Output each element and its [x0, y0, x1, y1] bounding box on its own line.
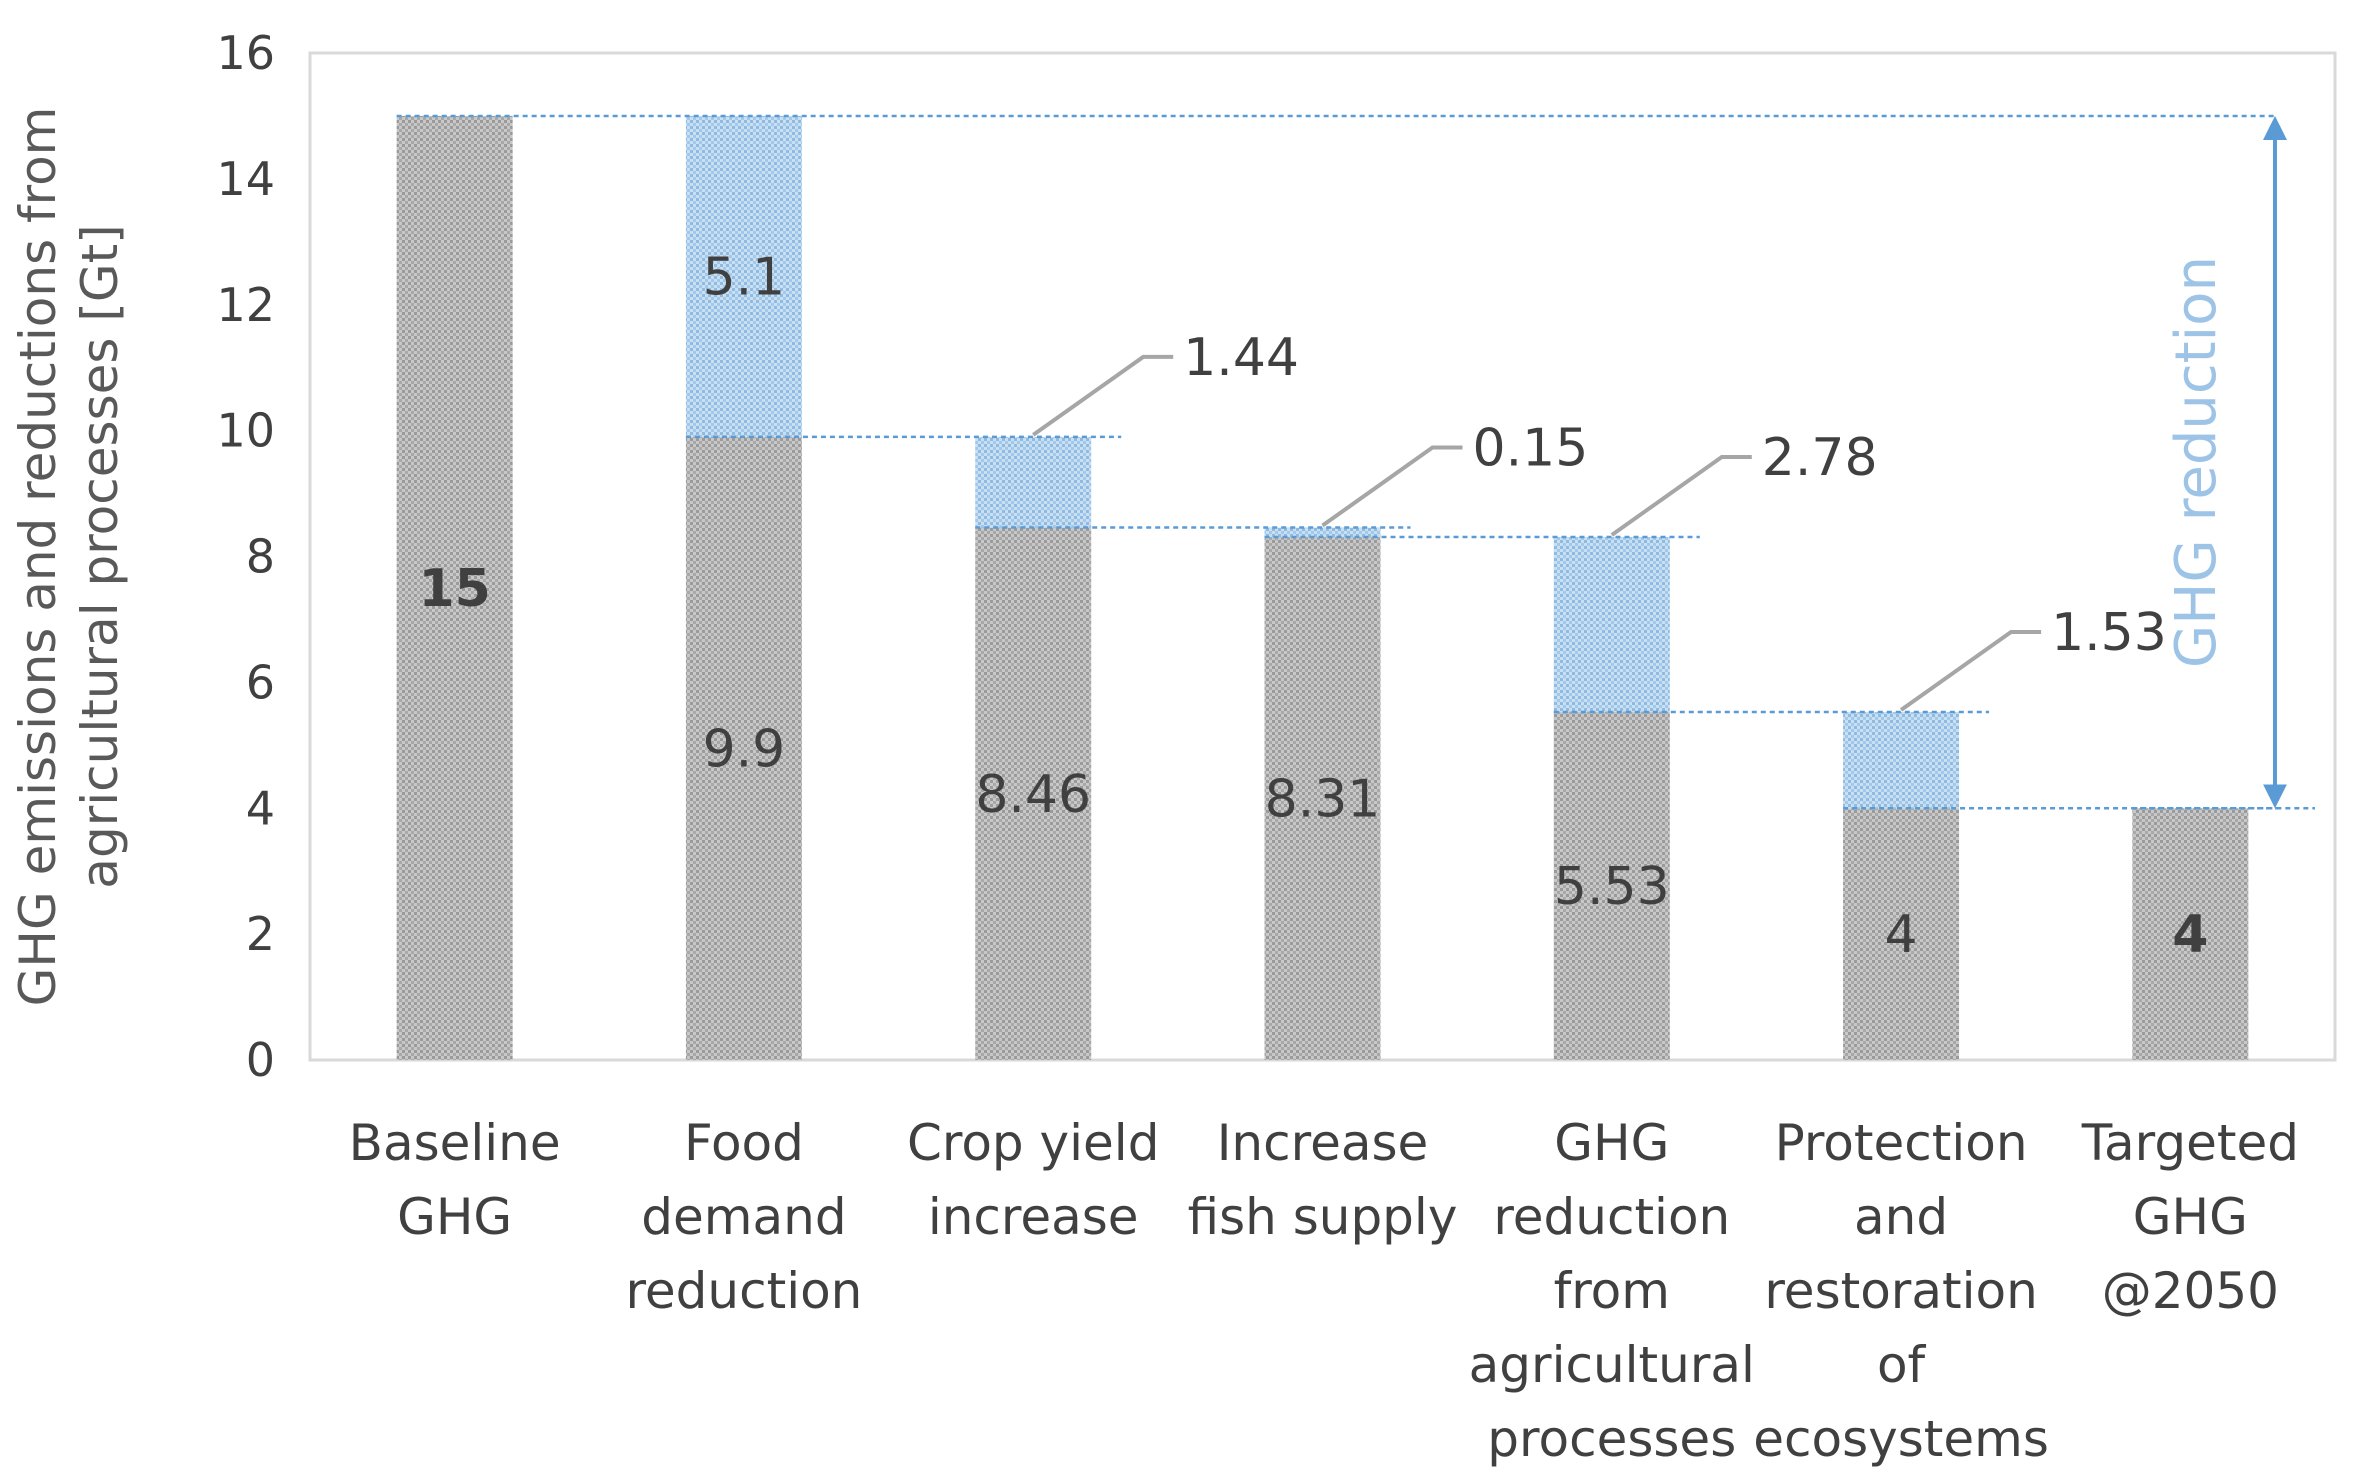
category-label: GHG — [2133, 1188, 2248, 1246]
value-label-reduction: 1.44 — [1183, 328, 1299, 388]
bar-reduction — [1553, 536, 1670, 712]
y-tick-label: 8 — [246, 530, 275, 584]
bar-remaining — [685, 436, 802, 1060]
bar-remaining — [1553, 711, 1670, 1060]
category-label: GHG — [1554, 1114, 1669, 1172]
category-label: Food — [684, 1114, 804, 1172]
y-tick-label: 4 — [246, 781, 275, 835]
bar-remaining — [1264, 536, 1381, 1060]
y-axis-title-line: agricultural processes [Gt] — [71, 224, 129, 888]
bar-remaining — [975, 527, 1092, 1060]
value-label-remaining: 4 — [2172, 905, 2208, 965]
value-label-remaining: 8.46 — [975, 765, 1091, 825]
y-axis-title-line: GHG emissions and reductions from — [9, 107, 67, 1007]
category-label: Baseline — [349, 1114, 561, 1172]
y-tick-label: 14 — [216, 152, 275, 206]
y-tick-label: 12 — [216, 278, 275, 332]
connector-lines — [396, 114, 2315, 810]
value-label-reduction: 1.53 — [2051, 603, 2167, 663]
bar-reduction — [1843, 711, 1960, 809]
bar-reduction — [1264, 527, 1381, 537]
category-label: from — [1554, 1262, 1670, 1320]
y-tick-label: 6 — [246, 655, 275, 709]
value-label-reduction: 2.78 — [1762, 428, 1878, 488]
category-label: restoration — [1764, 1262, 2037, 1320]
callout-leader — [1032, 354, 1174, 437]
value-label-reduction: 5.1 — [703, 247, 786, 307]
callout-leader — [1321, 445, 1463, 528]
category-label: of — [1877, 1336, 1927, 1394]
category-label: ecosystems — [1753, 1410, 2049, 1468]
value-labels: 15 9.9 5.1 8.46 1.44 8.31 0.15 5.53 2.78 4 1.53 4 — [418, 247, 2208, 965]
value-label-remaining: 8.31 — [1265, 769, 1381, 829]
category-label: @2050 — [2102, 1262, 2279, 1320]
y-axis-title: GHG emissions and reductions fromagricul… — [9, 107, 129, 1007]
value-label-reduction: 0.15 — [1473, 419, 1589, 479]
value-label-remaining: 15 — [418, 559, 490, 619]
category-label: and — [1854, 1188, 1948, 1246]
callout-leader — [1899, 629, 2042, 712]
category-label: Crop yield — [907, 1114, 1159, 1172]
category-label: demand — [641, 1188, 846, 1246]
y-tick-label: 10 — [216, 404, 275, 458]
y-tick-label: 0 — [246, 1033, 275, 1087]
value-label-remaining: 4 — [1885, 905, 1918, 965]
category-label: processes — [1487, 1410, 1736, 1468]
category-label: Increase — [1217, 1114, 1429, 1172]
value-label-remaining: 5.53 — [1554, 857, 1670, 917]
category-labels: Baseline GHG Food demand reduction Crop yield… — [349, 1114, 2299, 1468]
category-label: agricultural — [1469, 1336, 1755, 1394]
bar-remaining — [1843, 808, 1960, 1060]
y-tick-label: 2 — [246, 907, 275, 961]
category-label: reduction — [625, 1262, 862, 1320]
bar-remaining — [396, 115, 513, 1060]
callout-leader — [1610, 454, 1752, 537]
category-label: fish supply — [1188, 1188, 1458, 1246]
category-label: Targeted — [2081, 1114, 2299, 1172]
value-label-remaining: 9.9 — [703, 719, 786, 779]
bar-remaining — [2132, 808, 2249, 1060]
y-axis-ticks: 0 2 4 6 8 10 12 14 16 — [216, 26, 275, 1087]
ghg-reduction-annotation: GHG reduction — [2164, 256, 2229, 668]
category-label: Protection — [1775, 1114, 2028, 1172]
category-label: reduction — [1493, 1188, 1730, 1246]
y-tick-label: 16 — [216, 26, 275, 80]
bar-reduction — [975, 436, 1092, 528]
bars — [396, 115, 2249, 1060]
bar-reduction — [685, 115, 802, 437]
category-label: increase — [928, 1188, 1139, 1246]
category-label: GHG — [397, 1188, 512, 1246]
